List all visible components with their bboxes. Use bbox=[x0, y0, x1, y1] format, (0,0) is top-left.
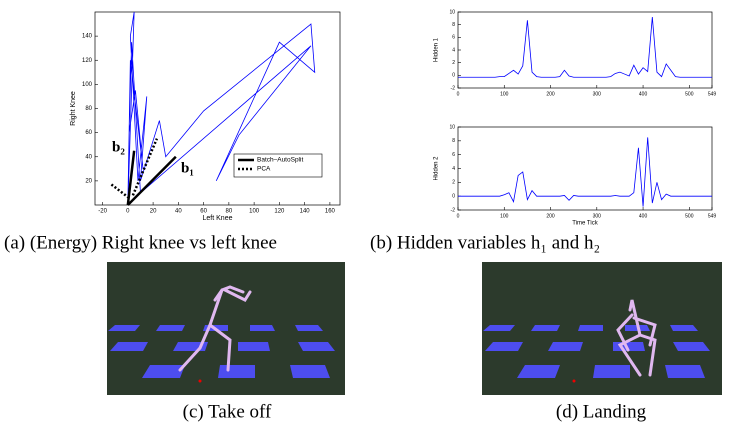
x-tick-label: 400 bbox=[639, 213, 648, 219]
annotation: b₂ bbox=[112, 139, 125, 155]
x-axis-label: Left Knee bbox=[203, 215, 233, 222]
x-tick-label: -20 bbox=[98, 209, 107, 215]
y-tick-label: 40 bbox=[85, 154, 92, 160]
series-line bbox=[128, 151, 176, 205]
legend-label: Batch–AutoSplit bbox=[257, 157, 303, 164]
x-tick-label: 140 bbox=[300, 209, 311, 215]
y-tick-label: 8 bbox=[452, 22, 455, 28]
x-tick-label: 100 bbox=[500, 213, 509, 219]
y-tick-label: 140 bbox=[82, 34, 93, 40]
landing-image bbox=[482, 262, 722, 395]
x-tick-label: 500 bbox=[685, 213, 694, 219]
x-tick-label: 549 bbox=[708, 91, 717, 97]
series-line bbox=[458, 137, 712, 206]
y-axis-label: Hidden 2 bbox=[434, 156, 440, 181]
x-tick-label: 200 bbox=[546, 213, 555, 219]
annotation: b₁ bbox=[181, 160, 194, 176]
y-tick-label: 0 bbox=[452, 193, 455, 199]
x-tick-label: 40 bbox=[175, 209, 182, 215]
legend-label: PCA bbox=[257, 166, 271, 173]
y-tick-label: -2 bbox=[451, 207, 456, 213]
y-axis-label: Right Knee bbox=[70, 91, 77, 126]
x-tick-label: 549 bbox=[708, 213, 717, 219]
x-axis-label: Time Tick bbox=[572, 221, 598, 227]
y-tick-label: 6 bbox=[452, 35, 455, 41]
plot-frame bbox=[458, 12, 712, 88]
x-tick-label: 120 bbox=[274, 209, 285, 215]
y-tick-label: 10 bbox=[449, 124, 455, 130]
y-tick-label: 100 bbox=[82, 82, 93, 88]
x-tick-label: 300 bbox=[593, 91, 602, 97]
y-tick-label: 4 bbox=[452, 166, 455, 172]
y-tick-label: 6 bbox=[452, 152, 455, 158]
y-tick-label: -2 bbox=[451, 85, 456, 91]
x-tick-label: 0 bbox=[126, 209, 130, 215]
y-tick-label: 2 bbox=[452, 60, 455, 66]
caption: (c) Take off bbox=[183, 401, 272, 422]
y-tick-label: 2 bbox=[452, 180, 455, 186]
x-tick-label: 100 bbox=[249, 209, 260, 215]
plot-frame bbox=[458, 127, 712, 210]
caption: (d) Landing bbox=[556, 401, 647, 422]
caption: (a) (Energy) Right knee vs left knee bbox=[4, 232, 277, 253]
series-line bbox=[458, 17, 712, 77]
x-tick-label: 100 bbox=[500, 91, 509, 97]
x-tick-label: 0 bbox=[457, 91, 460, 97]
x-tick-label: 20 bbox=[150, 209, 157, 215]
x-tick-label: 80 bbox=[226, 209, 233, 215]
figure: (a) (Energy) Right knee vs left knee (b)… bbox=[0, 0, 743, 429]
y-tick-label: 0 bbox=[452, 73, 455, 79]
x-tick-label: 300 bbox=[593, 213, 602, 219]
y-tick-label: 10 bbox=[449, 9, 455, 15]
x-tick-label: 500 bbox=[685, 91, 694, 97]
y-tick-label: 20 bbox=[85, 178, 92, 184]
y-tick-label: 4 bbox=[452, 47, 455, 53]
y-axis-label: Hidden 1 bbox=[434, 37, 440, 62]
y-tick-label: 120 bbox=[82, 58, 93, 64]
x-tick-label: 0 bbox=[457, 213, 460, 219]
x-tick-label: 60 bbox=[200, 209, 207, 215]
y-tick-label: 80 bbox=[85, 106, 92, 112]
y-tick-label: 8 bbox=[452, 138, 455, 144]
x-tick-label: 200 bbox=[546, 91, 555, 97]
x-tick-label: 400 bbox=[639, 91, 648, 97]
y-tick-label: 60 bbox=[85, 130, 92, 136]
caption: (b) Hidden variables h₁ and h₂ bbox=[370, 232, 600, 253]
x-tick-label: 160 bbox=[325, 209, 336, 215]
take-off-image bbox=[107, 262, 345, 395]
